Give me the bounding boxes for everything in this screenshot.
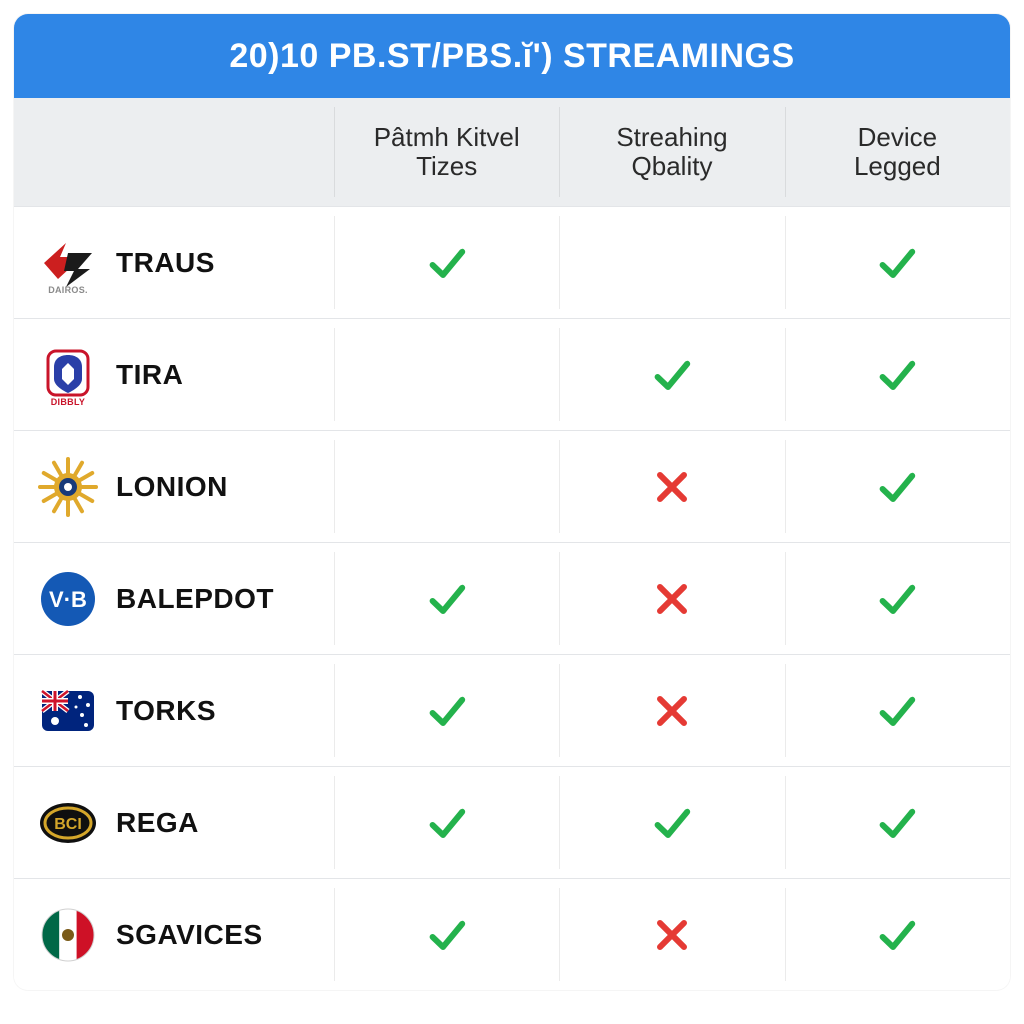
feature-cell <box>559 542 784 654</box>
check-icon <box>427 915 467 955</box>
feature-cell <box>559 766 784 878</box>
column-header <box>14 98 334 206</box>
check-icon <box>877 467 917 507</box>
lonion-logo-icon <box>38 457 98 517</box>
check-icon <box>652 803 692 843</box>
feature-cell <box>559 430 784 542</box>
service-cell: V·B BALEPDOT <box>14 542 334 654</box>
feature-cell <box>334 318 559 430</box>
tira-logo-icon: DIBBLY <box>38 345 98 405</box>
check-icon <box>877 691 917 731</box>
service-label: LONION <box>116 471 228 503</box>
logo-subtext: DAIROS. <box>48 285 88 295</box>
logo-subtext: DIBBLY <box>51 397 85 407</box>
column-header-line2: Tizes <box>416 152 477 181</box>
feature-cell <box>559 878 784 990</box>
svg-text:V·B: V·B <box>49 587 87 612</box>
column-header: StreahingQbality <box>559 98 784 206</box>
service-cell: DIBBLY TIRA <box>14 318 334 430</box>
cross-icon <box>652 579 692 619</box>
service-cell: SGAVICES <box>14 878 334 990</box>
check-icon <box>652 355 692 395</box>
service-cell: BCI REGA <box>14 766 334 878</box>
column-header-line2: Qbality <box>632 152 713 181</box>
service-label: TORKS <box>116 695 216 727</box>
feature-cell <box>785 318 1010 430</box>
feature-cell <box>559 206 784 318</box>
balepdot-logo-icon: V·B <box>38 569 98 629</box>
check-icon <box>877 915 917 955</box>
feature-cell <box>334 206 559 318</box>
column-header: DeviceLegged <box>785 98 1010 206</box>
feature-cell <box>334 542 559 654</box>
card-header: 20)10 PB.ST/PBS.ĭ') STREAMINGS <box>14 14 1010 98</box>
service-label: TIRA <box>116 359 183 391</box>
feature-cell <box>785 206 1010 318</box>
column-header: Pâtmh KitvelTizes <box>334 98 559 206</box>
comparison-card: 20)10 PB.ST/PBS.ĭ') STREAMINGS Pâtmh Kit… <box>14 14 1010 990</box>
service-label: REGA <box>116 807 199 839</box>
feature-cell <box>334 654 559 766</box>
service-label: BALEPDOT <box>116 583 274 615</box>
feature-cell <box>559 654 784 766</box>
check-icon <box>877 803 917 843</box>
feature-cell <box>334 766 559 878</box>
feature-cell <box>785 430 1010 542</box>
feature-cell <box>785 654 1010 766</box>
comparison-grid: Pâtmh KitvelTizesStreahingQbalityDeviceL… <box>14 98 1010 990</box>
column-header-line1: Pâtmh Kitvel <box>374 123 520 152</box>
check-icon <box>427 579 467 619</box>
cross-icon <box>652 915 692 955</box>
service-cell: LONION <box>14 430 334 542</box>
sgavices-logo-icon <box>38 905 98 965</box>
column-header-line1: Streahing <box>616 123 727 152</box>
service-cell: TORKS <box>14 654 334 766</box>
check-icon <box>427 691 467 731</box>
feature-cell <box>785 542 1010 654</box>
check-icon <box>877 243 917 283</box>
feature-cell <box>785 878 1010 990</box>
feature-cell <box>334 430 559 542</box>
torks-logo-icon <box>38 681 98 741</box>
column-header-line2: Legged <box>854 152 941 181</box>
column-header-line1: Device <box>858 123 937 152</box>
check-icon <box>877 355 917 395</box>
rega-logo-icon: BCI <box>38 793 98 853</box>
card-title: 20)10 PB.ST/PBS.ĭ') STREAMINGS <box>229 37 794 76</box>
feature-cell <box>785 766 1010 878</box>
service-cell: DAIROS. TRAUS <box>14 206 334 318</box>
cross-icon <box>652 467 692 507</box>
service-label: SGAVICES <box>116 919 263 951</box>
check-icon <box>427 243 467 283</box>
feature-cell <box>334 878 559 990</box>
traus-logo-icon: DAIROS. <box>38 233 98 293</box>
service-label: TRAUS <box>116 247 215 279</box>
check-icon <box>427 803 467 843</box>
svg-text:BCI: BCI <box>54 816 82 833</box>
feature-cell <box>559 318 784 430</box>
cross-icon <box>652 691 692 731</box>
check-icon <box>877 579 917 619</box>
